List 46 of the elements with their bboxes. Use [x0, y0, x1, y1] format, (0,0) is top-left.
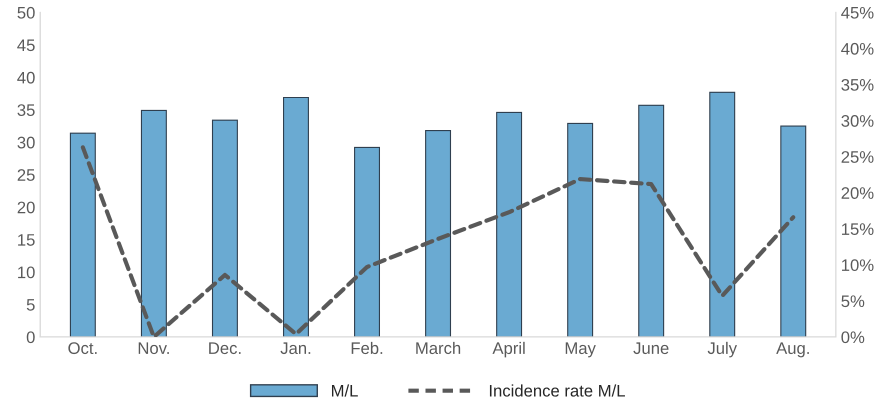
y-tick-label: 50: [18, 6, 35, 19]
x-tick-label: Nov.: [138, 342, 169, 354]
bar: [282, 96, 309, 337]
y-tick-label: 10: [18, 266, 35, 278]
x-tick-label: Aug.: [776, 342, 809, 358]
x-tick-label: May: [566, 342, 596, 358]
legend-label: M/L: [332, 384, 358, 397]
bar: [354, 146, 380, 337]
x-tick-label: Jan.: [280, 342, 310, 354]
y-tick-label: 5: [26, 299, 35, 311]
x-tick-label: April: [492, 342, 525, 358]
y2-tick-label: 5%: [841, 295, 864, 308]
y2-tick-label: 0%: [841, 331, 864, 344]
y2-tick-label: 25%: [842, 151, 874, 163]
y-tick-label: 20: [18, 202, 35, 214]
legend-label: Incidence rate M/L: [490, 384, 625, 397]
bar: [567, 122, 594, 337]
y2-tick-label: 45%: [841, 6, 874, 19]
bar: [212, 120, 238, 337]
y2-tick-label: 10%: [842, 259, 874, 272]
y2-tick-label: 35%: [841, 78, 874, 91]
x-tick-label: Feb.: [352, 342, 382, 354]
y-tick-label: 35: [17, 104, 35, 116]
line-series: [80, 145, 796, 337]
bar: [780, 125, 806, 337]
y2-tick-label: 20%: [842, 187, 874, 199]
x-tick-label: Dec.: [209, 342, 241, 354]
x-tick-label: March: [416, 342, 460, 354]
y-tick-label: 45: [17, 40, 35, 52]
y-tick-label: 15: [18, 234, 35, 246]
bar: [70, 132, 96, 337]
y2-tick-label: 30%: [841, 115, 874, 127]
y-tick-label: 40: [17, 72, 35, 84]
y2-tick-label: 40%: [841, 42, 874, 55]
x-tick-label: Oct.: [68, 342, 97, 354]
bar: [140, 110, 167, 337]
bar: [709, 92, 736, 337]
x-tick-label: June: [633, 342, 669, 354]
y2-tick-label: 15%: [842, 223, 874, 236]
bar: [496, 112, 522, 337]
y-tick-label: 0: [26, 331, 35, 344]
bar: [638, 104, 664, 337]
y-tick-label: 25: [18, 169, 35, 181]
bar: [425, 130, 452, 337]
x-tick-label: July: [708, 342, 738, 358]
y-tick-label: 30: [17, 136, 35, 148]
